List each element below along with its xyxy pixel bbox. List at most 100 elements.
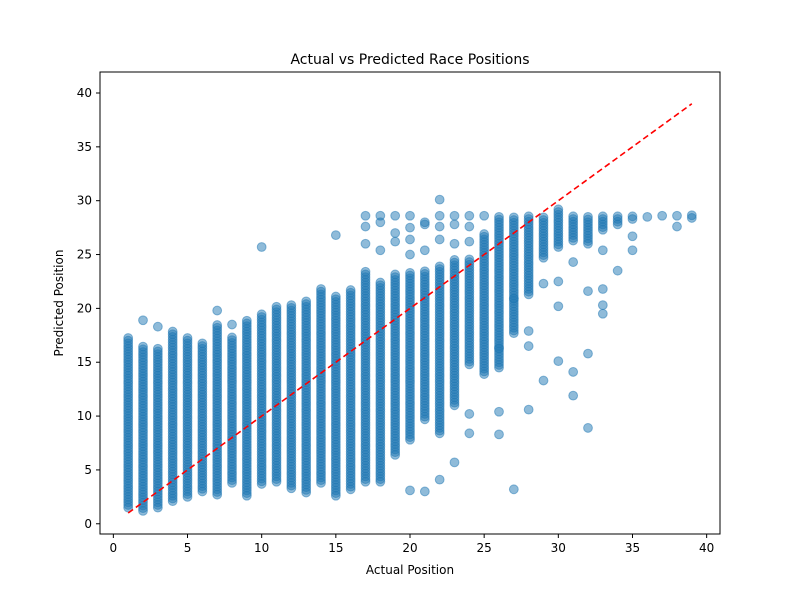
- x-tick-label: 0: [110, 541, 118, 555]
- data-point: [494, 211, 504, 222]
- data-point: [597, 308, 608, 319]
- data-point: [523, 211, 534, 222]
- data-point: [464, 221, 475, 232]
- y-tick-label: 20: [77, 301, 92, 315]
- y-tick-label: 10: [77, 409, 92, 423]
- data-point: [508, 212, 519, 223]
- data-point: [494, 343, 504, 354]
- data-point: [449, 210, 460, 221]
- x-tick-label: 35: [625, 541, 640, 555]
- data-point: [627, 245, 638, 256]
- data-point: [523, 326, 534, 336]
- data-point: [449, 457, 460, 468]
- y-axis-label: Predicted Position: [52, 250, 66, 357]
- data-point: [627, 211, 638, 222]
- data-point: [360, 210, 371, 221]
- y-tick-label: 0: [84, 517, 92, 531]
- data-point: [449, 238, 460, 249]
- data-point: [508, 293, 519, 304]
- data-point: [597, 211, 608, 222]
- data-point: [553, 276, 564, 287]
- data-point: [568, 390, 579, 401]
- data-point: [138, 341, 148, 352]
- data-point: [627, 231, 638, 242]
- data-point: [642, 211, 653, 222]
- data-point: [375, 245, 386, 256]
- data-point: [212, 305, 223, 316]
- x-tick-label: 30: [551, 541, 566, 555]
- data-point: [256, 309, 267, 320]
- data-point: [434, 474, 445, 485]
- data-point: [390, 210, 401, 221]
- data-point: [657, 210, 668, 221]
- data-point: [583, 211, 593, 222]
- data-point: [672, 210, 682, 221]
- data-point: [419, 245, 430, 256]
- y-tick-label: 35: [77, 140, 92, 154]
- data-point: [405, 267, 415, 278]
- data-point: [390, 228, 401, 238]
- y-tick-label: 5: [84, 463, 92, 477]
- data-point: [271, 301, 282, 312]
- data-point: [612, 211, 623, 222]
- data-point: [523, 341, 534, 351]
- data-point: [434, 234, 445, 245]
- data-point: [568, 367, 579, 377]
- data-point: [138, 315, 148, 326]
- data-point: [434, 221, 445, 232]
- data-point: [167, 326, 178, 337]
- data-point: [464, 210, 475, 221]
- data-point: [583, 423, 593, 433]
- y-tick-label: 25: [77, 248, 92, 262]
- data-point: [227, 319, 237, 330]
- x-axis: 0 5 10 15 20 25 30 35 40: [110, 534, 714, 555]
- data-point: [597, 245, 608, 256]
- data-point: [494, 429, 504, 440]
- data-point: [449, 255, 460, 265]
- y-tick-label: 40: [77, 86, 92, 100]
- data-point: [330, 291, 341, 302]
- data-point: [419, 266, 430, 277]
- data-point: [597, 284, 608, 294]
- data-point: [286, 300, 297, 311]
- data-point: [434, 194, 445, 205]
- data-point: [197, 338, 208, 349]
- data-point: [464, 254, 475, 265]
- data-point: [553, 301, 564, 312]
- data-point: [212, 320, 223, 330]
- x-tick-label: 20: [402, 541, 417, 555]
- data-point: [464, 236, 475, 247]
- x-tick-label: 5: [184, 541, 192, 555]
- data-point: [345, 285, 356, 295]
- chart-title: Actual vs Predicted Race Positions: [290, 52, 529, 68]
- x-tick-label: 40: [699, 541, 714, 555]
- data-point: [508, 484, 519, 495]
- data-point: [479, 229, 490, 239]
- x-tick-label: 15: [328, 541, 343, 555]
- data-point: [538, 375, 549, 386]
- data-point: [375, 210, 386, 221]
- data-point: [152, 343, 163, 354]
- x-axis-label: Actual Position: [366, 563, 454, 577]
- y-tick-label: 30: [77, 194, 92, 208]
- data-point: [360, 238, 371, 249]
- data-point: [360, 221, 371, 232]
- data-point: [227, 332, 237, 343]
- data-point: [375, 277, 386, 288]
- data-point: [538, 212, 549, 223]
- data-point: [523, 404, 534, 415]
- data-point: [553, 204, 564, 215]
- data-point: [241, 315, 252, 326]
- data-point: [597, 300, 608, 311]
- data-point: [419, 217, 430, 228]
- data-point: [583, 348, 593, 359]
- data-point: [330, 230, 341, 241]
- data-point: [434, 210, 445, 221]
- data-point: [672, 221, 682, 232]
- data-point: [479, 210, 490, 221]
- data-point: [464, 428, 475, 439]
- data-point: [568, 211, 579, 222]
- data-point: [434, 261, 445, 272]
- x-tick-label: 10: [254, 541, 269, 555]
